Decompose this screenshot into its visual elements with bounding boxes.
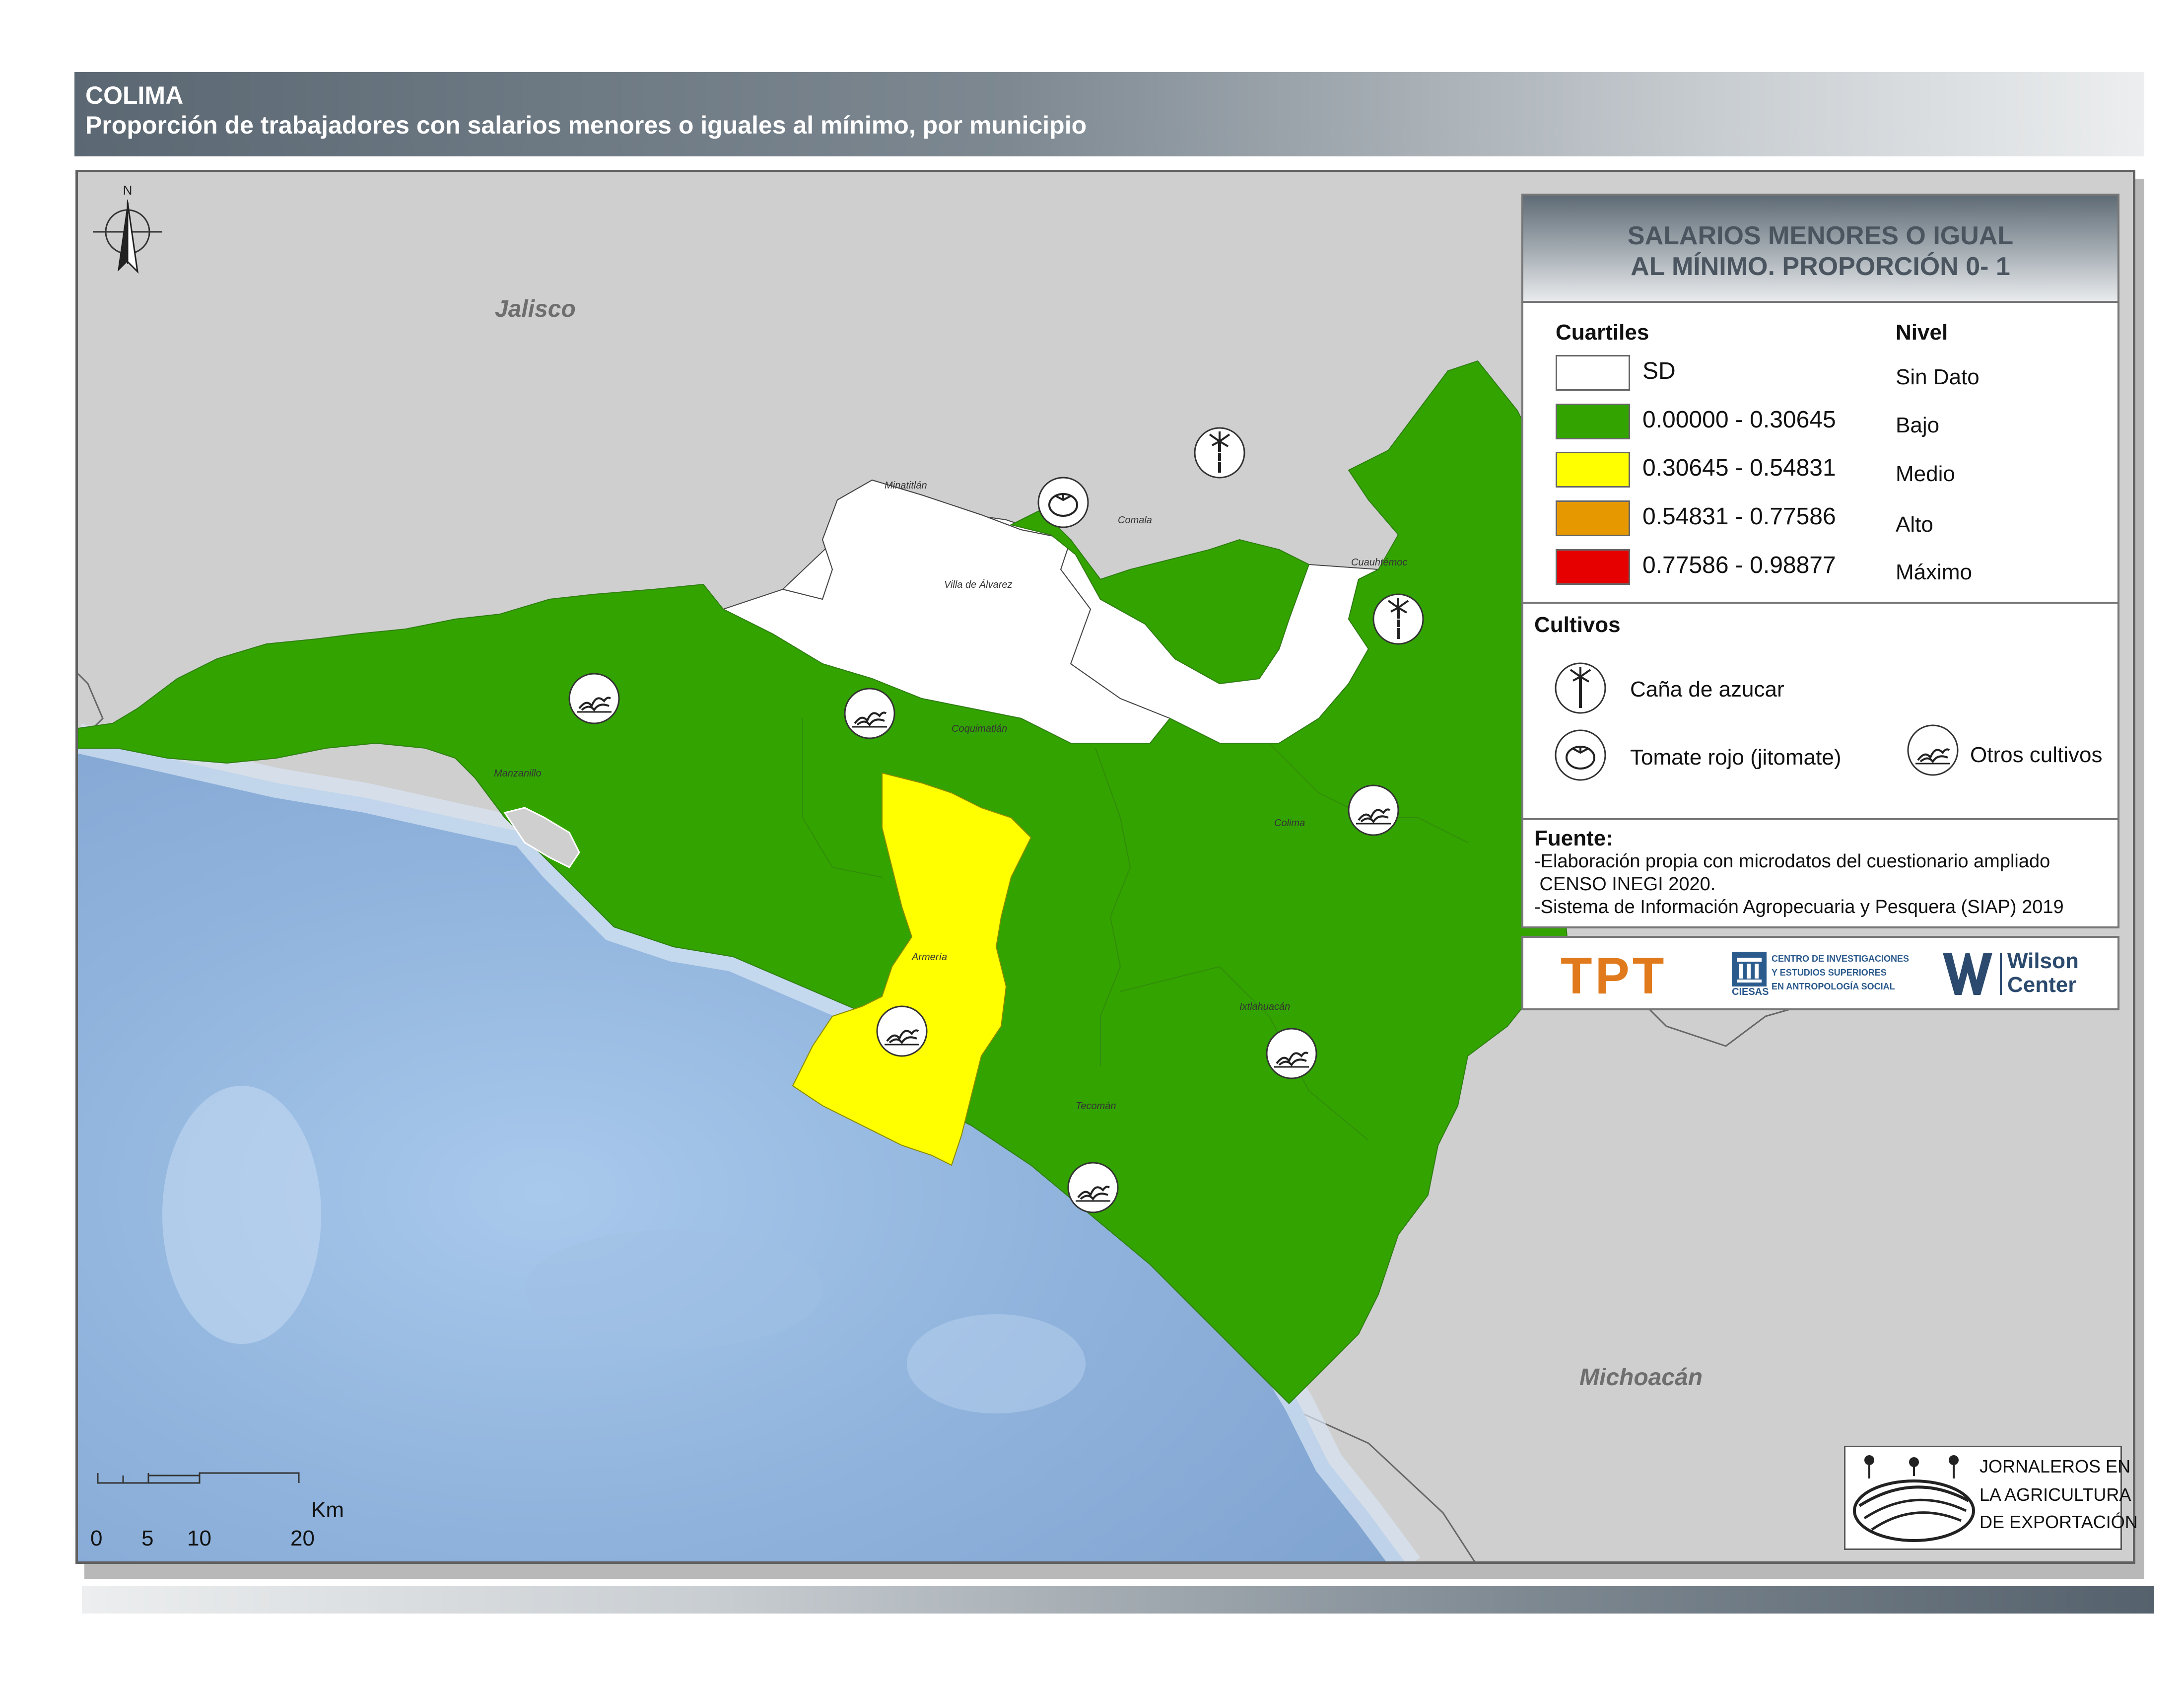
legend-cultivo-otros: Otros cultivos <box>1970 743 2103 767</box>
legend-cultivo-cana: Caña de azucar <box>1630 677 1784 702</box>
jornaleros-field-icon <box>1853 1455 1975 1542</box>
wilson-line-2: Center <box>2007 973 2077 997</box>
legend-cultivos-title: Cultivos <box>1534 613 1621 637</box>
scale-tick-10: 10 <box>187 1526 211 1550</box>
scale-unit: Km <box>311 1498 344 1522</box>
sugarcane-icon[interactable] <box>1371 592 1426 646</box>
wilson-line-1: Wilson <box>2007 949 2079 973</box>
ciesas-logo-icon <box>1732 952 1767 986</box>
ciesas-line-3: EN ANTROPOLOGÍA SOCIAL <box>1772 982 1895 991</box>
state-label-michoacan: Michoacán <box>1579 1364 1703 1391</box>
scale-tick-0: 0 <box>90 1526 103 1550</box>
legend-range-medio: 0.30645 - 0.54831 <box>1642 455 1836 481</box>
muni-label-colima: Colima <box>1274 818 1305 829</box>
municipal-boundary <box>802 718 883 878</box>
muni-label-comala: Comala <box>1118 515 1152 526</box>
ciesas-line-2: Y ESTUDIOS SUPERIORES <box>1772 968 1887 978</box>
legend-nivel-medio: Medio <box>1896 462 1955 486</box>
scale-bar <box>97 1472 300 1484</box>
sugarcane-icon <box>1555 662 1606 714</box>
wilson-center-logo-icon <box>1943 953 1992 995</box>
manzanillo-bay <box>503 807 580 868</box>
legend-cultivos-box: Cultivos Caña de azucar Tomate rojo (jit… <box>1521 602 2119 820</box>
seamount <box>162 1086 321 1344</box>
ciesas-acronym: CIESAS <box>1732 986 1769 997</box>
map-title: COLIMA <box>85 81 184 109</box>
muni-label-villa-de-alvarez: Villa de Álvarez <box>944 579 1013 590</box>
muni-label-manzanillo: Manzanillo <box>494 768 542 779</box>
jornaleros-line-3: DE EXPORTACIÓN <box>1979 1512 2138 1532</box>
legend-swatch-medio <box>1556 452 1630 488</box>
legend-nivel-bajo: Bajo <box>1896 413 1940 437</box>
muni-label-armeria: Armería <box>912 952 948 963</box>
legend-fuente-box: Fuente: -Elaboración propia con microdat… <box>1521 818 2119 928</box>
other-crops-icon[interactable] <box>1264 1026 1319 1081</box>
state-label-jalisco: Jalisco <box>495 296 576 322</box>
legend-classes-box: Cuartiles Nivel SD Sin Dato 0.00000 - 0.… <box>1521 301 2119 604</box>
sugarcane-icon[interactable] <box>1192 425 1247 480</box>
scale-tick-5: 5 <box>141 1526 154 1550</box>
municipio-comala[interactable] <box>1010 509 1310 685</box>
other-crops-icon[interactable] <box>1346 783 1401 838</box>
legend-range-maximo: 0.77586 - 0.98877 <box>1642 552 1836 578</box>
map-subtitle: Proporción de trabajadores con salarios … <box>85 111 1087 139</box>
legend-cultivo-tomate: Tomate rojo (jitomate) <box>1630 745 1842 770</box>
tpt-logo: TPT <box>1561 947 1667 1005</box>
muni-label-ixtlahuacan: Ixtlahuacán <box>1239 1001 1291 1012</box>
legend-nivel-maximo: Máximo <box>1896 560 1973 584</box>
other-crops-icon <box>1907 724 1959 776</box>
tomato-icon <box>1555 729 1606 781</box>
fuente-line-3: -Sistema de Información Agropecuaria y P… <box>1534 897 2064 917</box>
jornaleros-line-2: LA AGRICULTURA <box>1979 1484 2131 1505</box>
muni-label-coquimatlan: Coquimatlán <box>952 723 1008 734</box>
legend-range-bajo: 0.00000 - 0.30645 <box>1642 407 1836 433</box>
municipal-boundary <box>1120 966 1369 1141</box>
legend-range-alto: 0.54831 - 0.77586 <box>1642 503 1836 530</box>
legend-swatch-bajo <box>1556 404 1630 439</box>
footer-bar <box>82 1586 2154 1614</box>
legend-col-nivel: Nivel <box>1896 320 1948 345</box>
other-crops-icon[interactable] <box>1066 1160 1120 1215</box>
municipal-boundary <box>1095 748 1131 1066</box>
legend-nivel-sd: Sin Dato <box>1896 365 1979 389</box>
legend-range-sd: SD <box>1642 358 1676 384</box>
legend-col-cuartiles: Cuartiles <box>1556 320 1649 345</box>
tomato-icon[interactable] <box>1036 475 1091 530</box>
other-crops-icon[interactable] <box>567 671 621 726</box>
fuente-line-1: -Elaboración propia con microdatos del c… <box>1534 851 2050 872</box>
ciesas-line-1: CENTRO DE INVESTIGACIONES <box>1772 954 1910 964</box>
other-crops-icon[interactable] <box>875 1004 929 1058</box>
jornaleros-line-1: JORNALEROS EN <box>1979 1456 2131 1477</box>
north-arrow-icon: N <box>93 183 162 274</box>
sea-relief <box>907 1314 1086 1413</box>
muni-label-cuauhtemoc: Cuauhtémoc <box>1351 557 1408 568</box>
legend-swatch-alto <box>1556 500 1630 536</box>
north-label: N <box>123 183 133 198</box>
legend-swatch-maximo <box>1556 549 1630 585</box>
map-header: COLIMA Proporción de trabajadores con sa… <box>74 72 2144 156</box>
fuente-line-2: CENSO INEGI 2020. <box>1534 874 1716 895</box>
legend-title-line2: AL MÍNIMO. PROPORCIÓN 0- 1 <box>1631 252 2010 281</box>
partner-logos: TPT CIESAS CENTRO DE INVESTIGACIONES Y E… <box>1521 936 2119 1010</box>
fuente-title: Fuente: <box>1534 826 1613 850</box>
sea-relief <box>525 1230 822 1349</box>
muni-label-minatitlan: Minatitlán <box>885 480 927 491</box>
legend-title-line1: SALARIOS MENORES O IGUAL <box>1627 221 2014 250</box>
muni-label-tecoman: Tecomán <box>1076 1101 1116 1112</box>
legend-swatch-sd <box>1556 355 1630 391</box>
municipio-armeria[interactable] <box>792 772 1032 1166</box>
legend-nivel-alto: Alto <box>1896 512 1933 537</box>
legend-panel: SALARIOS MENORES O IGUAL AL MÍNIMO. PROP… <box>1521 194 2119 1008</box>
scale-tick-20: 20 <box>290 1526 315 1550</box>
jornaleros-logo: JORNALEROS EN LA AGRICULTURA DE EXPORTAC… <box>1844 1446 2138 1550</box>
legend-title: SALARIOS MENORES O IGUAL AL MÍNIMO. PROP… <box>1521 194 2119 303</box>
wilson-divider <box>2000 953 2002 995</box>
other-crops-icon[interactable] <box>842 686 897 741</box>
